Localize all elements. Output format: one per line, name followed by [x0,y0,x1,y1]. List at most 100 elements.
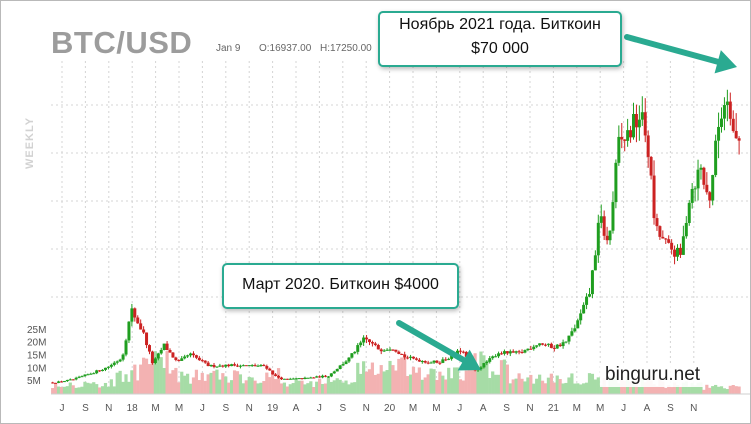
candle-body [86,374,90,376]
volume-bar [526,377,530,394]
volume-bar [476,367,480,394]
volume-bar [329,381,333,394]
candle-body [511,351,515,353]
volume-bar [142,357,146,394]
candle-body [379,349,383,352]
candle-body [326,376,330,378]
volume-bar [511,379,515,394]
volume-bar [479,351,483,394]
volume-bar [406,376,410,394]
candle-body [177,360,181,362]
candle-body [634,113,638,128]
candle-body [370,342,374,344]
volume-bar [731,385,735,394]
volume-bar [127,381,131,394]
candle-body [221,365,225,367]
candle-body [350,353,354,358]
candle-body [103,367,107,370]
volume-bar [458,379,463,394]
candle-body [684,222,688,237]
volume-bar [590,373,595,394]
volume-bar [576,383,580,394]
volume-axis-label: 10M [27,363,46,374]
volume-bar [370,362,375,394]
volume-axis-label: 20M [27,338,46,349]
volume-bar [579,384,583,394]
volume-bar [209,372,213,394]
x-tick-label: M [596,403,604,414]
volume-bar [496,374,501,394]
candle-body [570,331,574,336]
volume-bar [617,383,621,394]
candle-body [300,378,304,380]
candle-body [65,379,69,382]
volume-bar [508,383,512,394]
volume-bar [485,360,489,394]
candle-body [555,344,559,349]
volume-bar [523,381,527,394]
volume-bar [543,383,548,394]
candle-body [667,239,671,243]
volume-bar [147,364,152,394]
candle-body [587,294,591,297]
volume-bar [675,385,680,394]
candle-body [417,359,421,362]
candle-body [321,375,325,378]
volume-bar [186,373,190,394]
candle-body [265,366,269,369]
candle-body [497,353,501,357]
volume-bar [561,383,565,394]
volume-bar [212,370,216,394]
volume-bar [670,387,674,394]
candle-body [335,368,339,372]
candle-body [585,296,589,305]
volume-bar [385,370,389,394]
volume-bar [238,374,243,394]
candle-body [696,169,700,189]
volume-bar [491,371,495,394]
candle-body [394,349,398,352]
header-open: O:16937.00 [259,43,312,54]
candle-body [523,350,527,353]
volume-bar [323,383,328,394]
volume-bar [265,372,269,394]
volume-bar [197,380,201,394]
volume-bar [672,382,677,394]
candle-body [191,353,195,356]
volume-bar [309,381,313,394]
candle-body [279,377,283,380]
volume-bar [725,389,729,394]
candle-body [367,339,371,343]
candle-body [676,247,680,257]
arrow-layer [396,34,737,371]
volume-bar [414,372,419,394]
volume-bar [488,378,492,394]
volume-bar [80,386,84,394]
volume-bar [678,386,683,394]
candle-body [728,101,732,119]
candle-body [558,344,562,347]
candle-body [458,350,462,352]
candle-body [147,345,151,352]
axis-layer: J S N 18 M M J S N 19 A J S N 20 M M J A S N 21 M M J A S N25M20M15… [27,325,750,414]
volume-bar [144,358,149,394]
volume-bar [89,383,93,394]
volume-bar [194,369,199,394]
volume-bar [400,357,404,394]
volume-bar [165,351,169,394]
candle-body [294,378,298,380]
candle-body [183,356,187,359]
x-tick-label: N [105,403,112,414]
callout-nov-2021-line1: Ноябрь 2021 года. Биткоин [399,16,601,33]
candle-body [579,313,583,321]
x-tick-label: J [60,403,65,414]
volume-bar [728,385,732,394]
volume-bar [359,373,363,394]
volume-bar [623,381,627,394]
candle-body [461,351,465,353]
candle-body [482,363,486,368]
candle-body [514,351,518,353]
candle-body [455,350,459,355]
volume-bar [373,374,377,394]
candle-body [734,130,738,139]
